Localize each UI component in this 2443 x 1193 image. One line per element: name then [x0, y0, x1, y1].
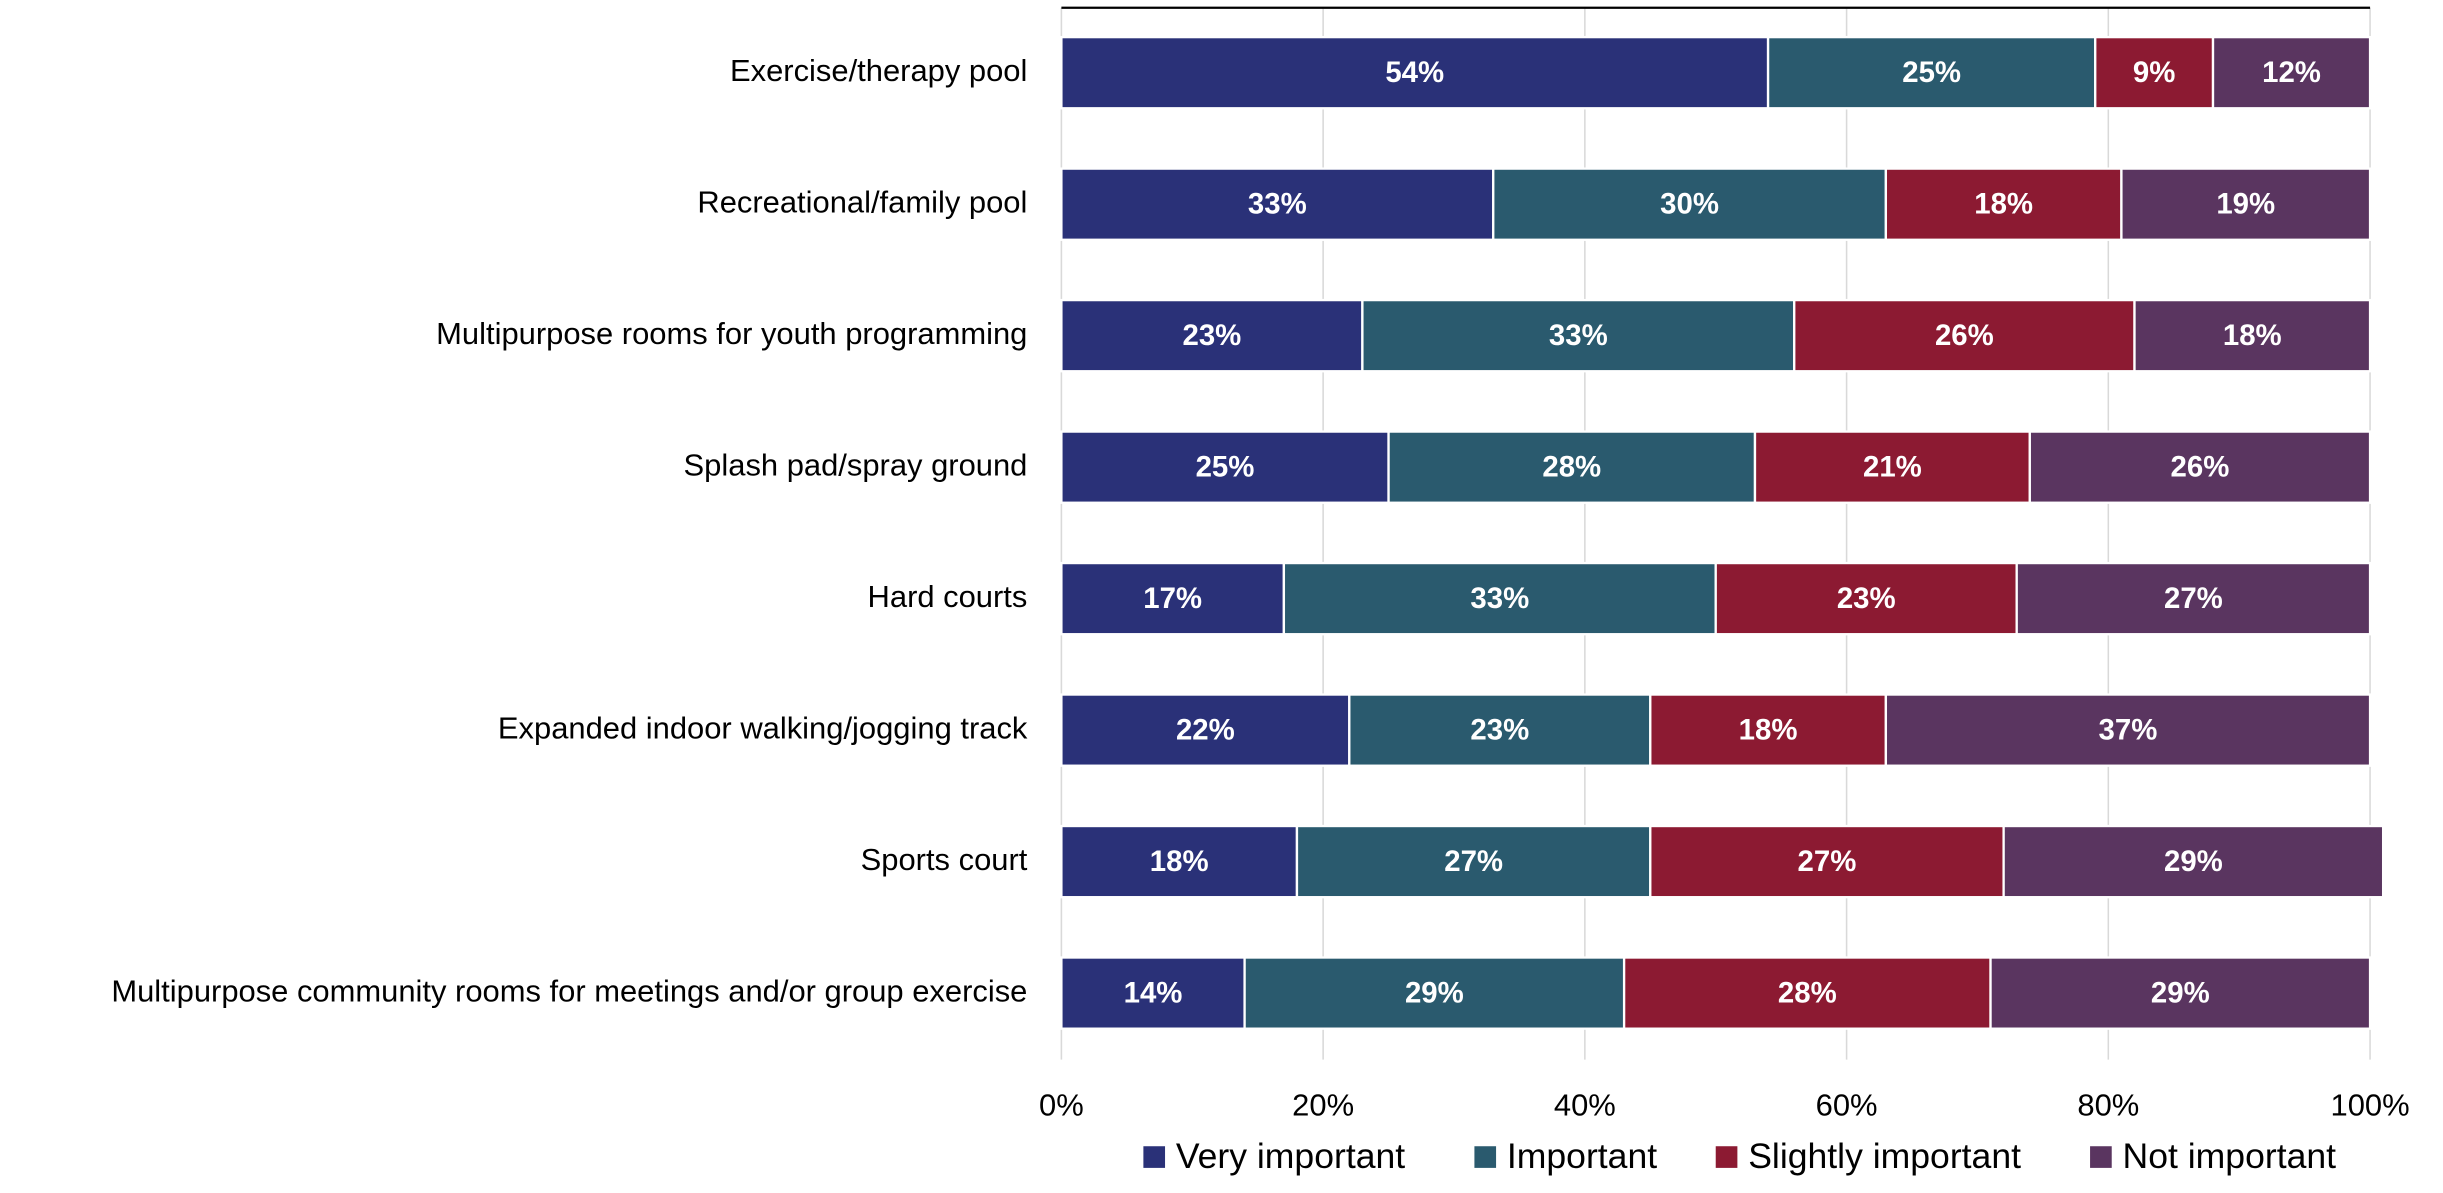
value-label: 18% — [2223, 319, 2282, 352]
bar-segment — [2015, 561, 2372, 636]
value-label: 29% — [2151, 976, 2210, 1009]
value-label: 26% — [1935, 319, 1994, 352]
legend-swatch — [1474, 1146, 1497, 1168]
value-label: 18% — [1974, 188, 2033, 221]
bar-segment — [1348, 693, 1652, 767]
value-label: 23% — [1182, 319, 1241, 352]
value-label: 33% — [1470, 582, 1529, 615]
value-label: 28% — [1778, 976, 1837, 1009]
bar-segment — [1295, 824, 1652, 899]
value-label: 27% — [1444, 845, 1503, 878]
x-tick-label: 60% — [1816, 1088, 1878, 1123]
bar-segment — [1387, 430, 1757, 504]
bar-segment — [1060, 824, 1299, 899]
value-label: 30% — [1660, 188, 1719, 221]
bar-segment — [1714, 561, 2018, 636]
value-label: 18% — [1739, 713, 1798, 746]
bar-segment — [1060, 561, 1286, 636]
value-label: 28% — [1542, 450, 1601, 483]
value-label: 21% — [1863, 450, 1922, 483]
value-label: 29% — [2164, 845, 2223, 878]
value-label: 27% — [2164, 582, 2223, 615]
bar-segment — [2133, 298, 2372, 373]
bar-segment — [2094, 35, 2215, 110]
value-label: 19% — [2216, 188, 2275, 221]
bar-segment — [1060, 35, 1770, 110]
bar-segment — [1753, 430, 2031, 504]
y-tick-label: Multipurpose rooms for youth programming — [436, 316, 1027, 351]
bar-segment — [1060, 298, 1364, 373]
bar-segment — [1793, 298, 2136, 373]
bar-segment — [1989, 956, 2372, 1030]
bar-segment — [1243, 956, 1626, 1030]
bar-segment — [1060, 956, 1246, 1030]
x-tick-label: 100% — [2331, 1088, 2410, 1123]
y-tick-label: Recreational/family pool — [697, 184, 1027, 219]
legend-label: Very important — [1176, 1136, 1405, 1176]
bar-segment — [2002, 824, 2385, 899]
value-label: 37% — [2099, 713, 2158, 746]
value-label: 18% — [1150, 845, 1209, 878]
y-tick-label: Expanded indoor walking/jogging track — [498, 710, 1028, 745]
x-tick-label: 0% — [1039, 1088, 1084, 1123]
y-tick-label: Sports court — [861, 842, 1028, 877]
value-label: 29% — [1405, 976, 1464, 1009]
legend-swatch — [2090, 1146, 2112, 1168]
value-label: 23% — [1470, 713, 1529, 746]
legend-label: Not important — [2123, 1136, 2337, 1176]
value-label: 26% — [2171, 450, 2230, 483]
x-tick-label: 20% — [1292, 1088, 1354, 1123]
value-label: 14% — [1124, 976, 1183, 1009]
y-tick-label: Multipurpose community rooms for meeting… — [111, 973, 1027, 1008]
bar-segment — [1649, 693, 1888, 767]
bar-segment — [1766, 35, 2097, 110]
value-label: 25% — [1902, 56, 1961, 89]
y-tick-label: Splash pad/spray ground — [684, 447, 1028, 482]
y-tick-label: Exercise/therapy pool — [730, 53, 1027, 88]
value-label: 27% — [1798, 845, 1857, 878]
legend-label: Important — [1507, 1136, 1657, 1176]
x-tick-label: 40% — [1554, 1088, 1616, 1123]
x-tick-label: 80% — [2077, 1088, 2139, 1123]
legend-swatch — [1143, 1146, 1166, 1168]
value-label: 33% — [1248, 188, 1307, 221]
value-label: 22% — [1176, 713, 1235, 746]
value-label: 9% — [2133, 56, 2175, 89]
value-label: 17% — [1143, 582, 1202, 615]
bar-segment — [1492, 167, 1888, 241]
bar-segment — [2028, 430, 2372, 504]
bar-segment — [1060, 167, 1495, 241]
legend-swatch — [1715, 1146, 1738, 1168]
bar-segment — [2211, 35, 2372, 110]
legend-label: Slightly important — [1748, 1136, 2021, 1176]
bar-segment — [1884, 693, 2372, 767]
bar-segment — [1060, 693, 1351, 767]
bar-segment — [1060, 430, 1390, 504]
bar-segment — [2120, 167, 2372, 241]
value-label: 33% — [1549, 319, 1608, 352]
value-label: 54% — [1385, 56, 1444, 89]
value-label: 12% — [2262, 56, 2321, 89]
value-label: 25% — [1196, 450, 1255, 483]
value-label: 23% — [1837, 582, 1896, 615]
y-tick-label: Hard courts — [868, 579, 1028, 614]
